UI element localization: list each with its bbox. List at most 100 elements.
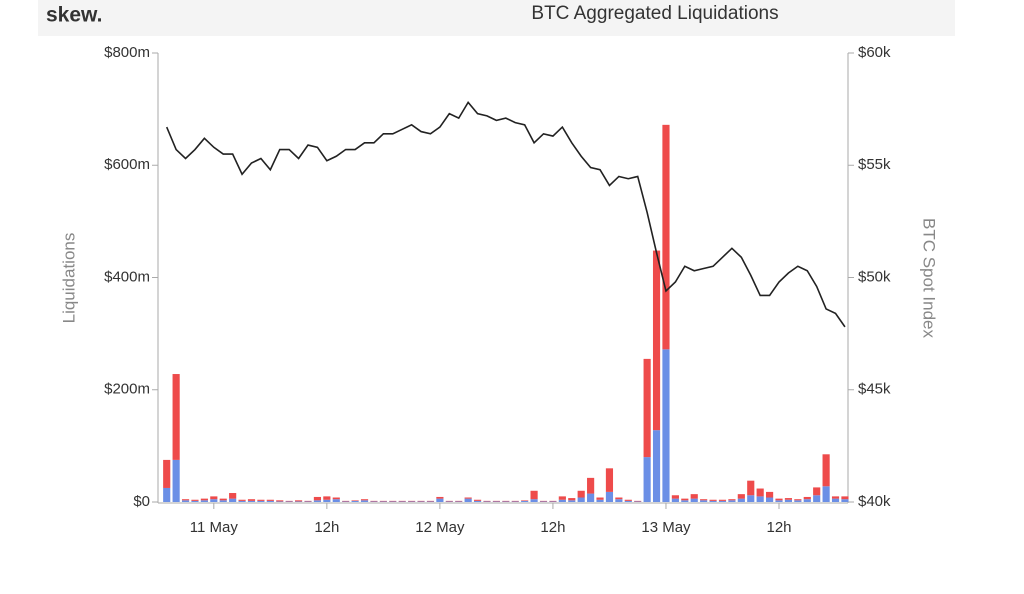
y2-tick-label: $55k xyxy=(858,156,891,173)
bar-segment xyxy=(511,500,519,502)
y-tick-label: $600m xyxy=(104,156,150,173)
bar-segment xyxy=(276,500,284,502)
bar-segment xyxy=(360,500,369,502)
y2-tick-label: $40k xyxy=(858,493,891,510)
x-tick-label: 12h xyxy=(766,519,791,536)
bar-segment xyxy=(238,500,246,502)
bar-segment xyxy=(652,430,661,502)
bar-segment xyxy=(747,495,755,502)
bar-segment xyxy=(605,491,614,502)
bar-segment xyxy=(323,499,331,502)
x-tick-label: 12 May xyxy=(415,519,465,536)
bar-segment xyxy=(436,496,444,499)
bar-segment xyxy=(690,498,698,502)
header-bar xyxy=(38,0,955,36)
bar-segment xyxy=(473,500,482,502)
bar-segment xyxy=(841,496,849,500)
bar-segment xyxy=(285,501,293,502)
bar-segment xyxy=(266,500,274,502)
bar-segment xyxy=(521,500,529,502)
bar-segment xyxy=(473,499,482,501)
bar-segment xyxy=(794,499,802,501)
bar-segment xyxy=(521,500,529,501)
bar-segment xyxy=(370,501,378,502)
bar-segment xyxy=(511,501,519,502)
bar-segment xyxy=(690,494,698,499)
bar-segment xyxy=(718,499,727,501)
bar-segment xyxy=(304,500,312,502)
x-tick-label: 11 May xyxy=(190,519,239,536)
bar-segment xyxy=(229,493,237,499)
bar-segment xyxy=(643,358,651,458)
bar-segment xyxy=(313,500,322,502)
bar-segment xyxy=(276,501,284,502)
bar-segment xyxy=(813,495,821,502)
bar-segment xyxy=(247,499,256,501)
bar-segment xyxy=(747,480,755,496)
bar-segment xyxy=(784,499,793,502)
bar-segment xyxy=(172,374,180,460)
bar-segment xyxy=(737,494,745,499)
bar-segment xyxy=(257,499,265,501)
bar-segment xyxy=(756,488,764,497)
bar-segment xyxy=(455,500,463,502)
bar-segment xyxy=(624,500,632,502)
bar-segment xyxy=(313,496,322,501)
bar-segment xyxy=(426,500,435,502)
bar-segment xyxy=(568,498,576,501)
bar-segment xyxy=(671,495,679,499)
y-tick-label: $400m xyxy=(104,268,150,285)
bar-segment xyxy=(587,493,595,502)
chart-title: BTC Aggregated Liquidations xyxy=(531,3,778,24)
bar-segment xyxy=(417,501,425,502)
x-tick-label: 13 May xyxy=(641,519,691,536)
y2-axis-title: BTC Spot Index xyxy=(920,218,939,339)
bar-segment xyxy=(483,501,491,502)
bar-segment xyxy=(464,497,472,499)
bar-segment xyxy=(200,498,208,501)
bar-segment xyxy=(502,501,510,502)
bar-segment xyxy=(558,499,566,502)
bar-segment xyxy=(539,501,548,502)
bar-segment xyxy=(332,499,340,502)
bar-segment xyxy=(238,499,246,501)
y-tick-label: $0 xyxy=(133,493,150,510)
bar-segment xyxy=(181,500,190,502)
bar-segment xyxy=(351,500,359,501)
bar-segment xyxy=(728,500,736,502)
bar-segment xyxy=(700,499,708,501)
bar-segment xyxy=(483,500,491,502)
bar-segment xyxy=(360,499,369,501)
bar-segment xyxy=(379,501,387,502)
bar-segment xyxy=(822,454,830,487)
bar-segment xyxy=(803,496,811,500)
bar-segment xyxy=(455,501,463,502)
bar-segment xyxy=(596,497,604,500)
bar-segment xyxy=(530,499,538,502)
bar-segment xyxy=(615,497,623,500)
bar-segment xyxy=(163,487,171,502)
y2-tick-label: $45k xyxy=(858,381,891,398)
bar-segment xyxy=(219,498,227,501)
bar-segment xyxy=(813,487,821,496)
bar-segment xyxy=(408,501,416,502)
bar-segment xyxy=(342,500,350,502)
bar-segment xyxy=(662,124,670,350)
bar-segment xyxy=(417,500,425,502)
bar-segment xyxy=(266,499,274,501)
bar-segment xyxy=(229,498,237,502)
bar-segment xyxy=(624,499,632,501)
y-axis-title: Liquidations xyxy=(59,233,78,324)
bar-segment xyxy=(643,457,651,502)
bar-segment xyxy=(794,500,802,502)
bar-segment xyxy=(775,500,783,502)
bar-segment xyxy=(200,500,208,502)
y-tick-label: $200m xyxy=(104,381,150,398)
bar-segment xyxy=(436,498,444,502)
bar-segment xyxy=(718,500,727,502)
bar-segment xyxy=(502,500,510,502)
brand-logo: skew. xyxy=(46,4,102,27)
bar-segment xyxy=(323,496,331,500)
bar-segment xyxy=(766,497,774,502)
bar-segment xyxy=(841,499,849,502)
